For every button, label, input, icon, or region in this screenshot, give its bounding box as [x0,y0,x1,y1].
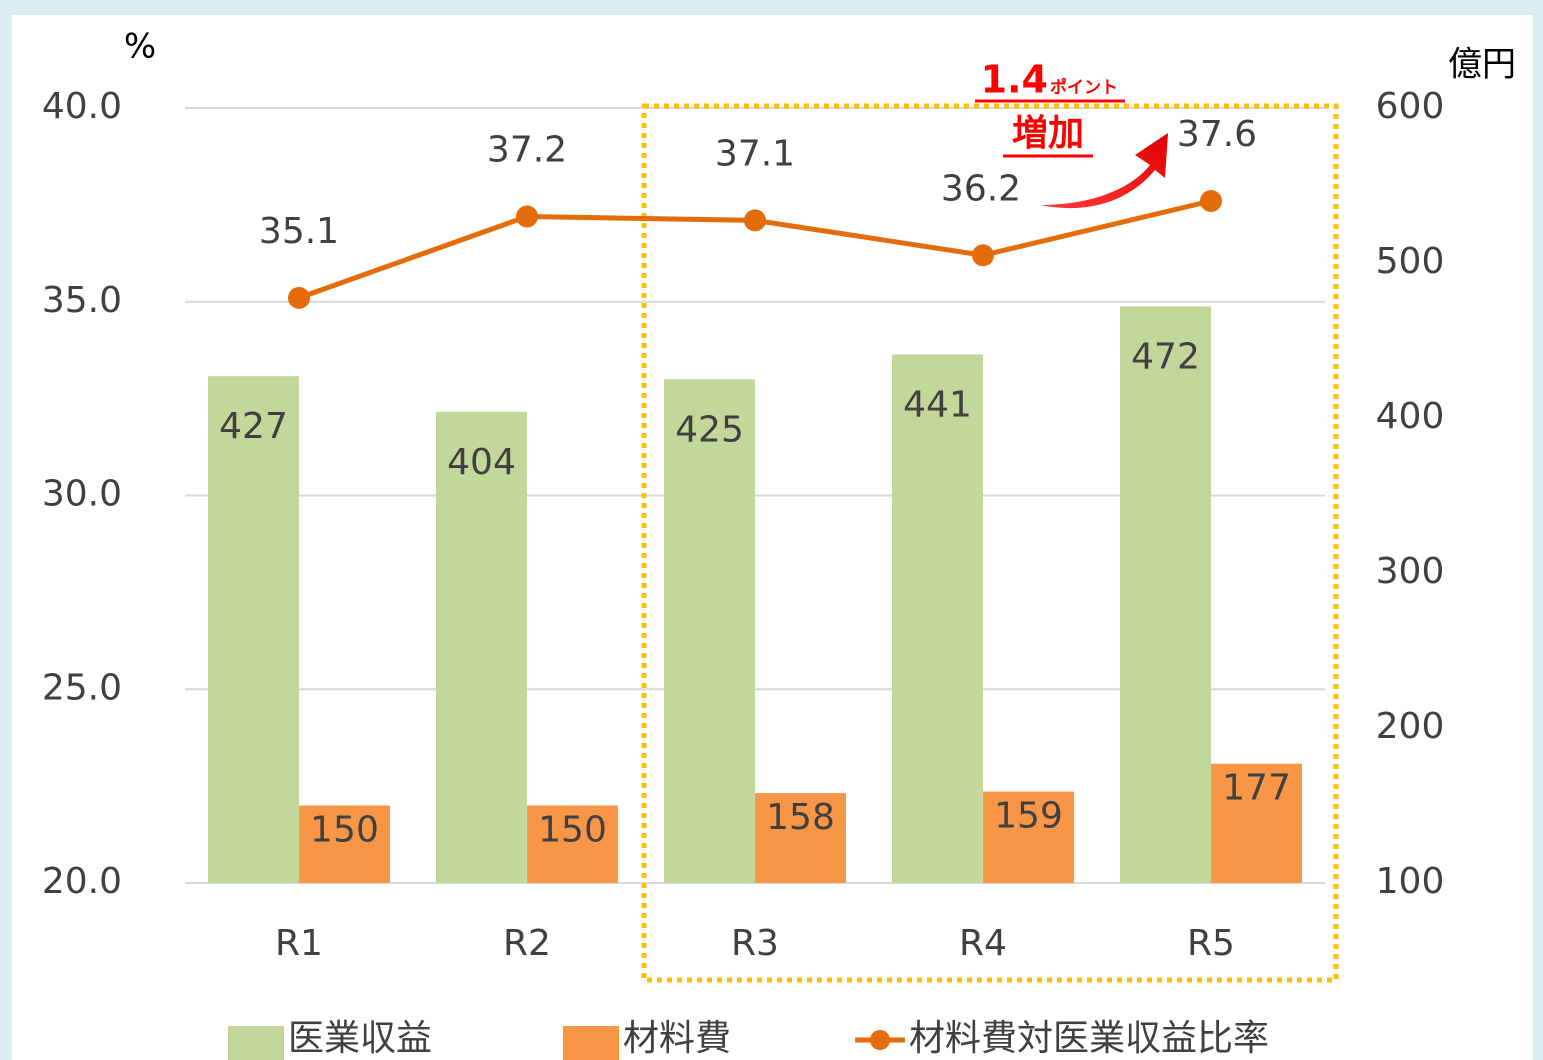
data-label: 427 [219,406,288,447]
data-label: 150 [538,810,607,851]
bar [299,805,390,883]
bar [436,411,527,883]
data-label: 150 [310,810,379,851]
highlight-box [641,103,1339,983]
line-marker [972,244,994,267]
y-tick-label: 20.0 [42,861,122,902]
legend-swatch [228,1026,284,1060]
data-label: 404 [447,442,516,483]
x-tick-label: R3 [731,923,779,964]
legend-label: 材料費 [623,1018,731,1059]
bar [664,379,755,883]
data-label: 177 [1222,768,1291,809]
bar [755,793,846,883]
bar [983,791,1074,883]
legend-label: 医業収益 [288,1018,432,1059]
x-tick-label: R5 [1187,923,1235,964]
annotation: 増加 [1012,113,1084,154]
y2-tick-label: 400 [1376,396,1445,437]
data-label: 472 [1131,336,1200,377]
data-label: 35.1 [259,211,339,252]
data-label: 441 [903,384,972,425]
annotation: ポイント [1050,77,1118,98]
line-marker [516,205,538,228]
data-label: 159 [994,796,1063,837]
data-label: 37.1 [715,133,795,174]
y2-tick-label: 600 [1376,86,1445,127]
legend-label: 材料費対医業収益比率 [909,1018,1269,1059]
data-label: 37.2 [487,130,567,171]
y2-tick-label: 300 [1376,551,1445,592]
y-tick-label: 25.0 [42,667,122,708]
annotation: 1.4 [981,58,1048,102]
y2-axis-label: 億円 [1448,45,1516,85]
bar [1211,763,1302,883]
legend-swatch [563,1026,619,1060]
x-tick-label: R1 [275,923,323,964]
y-tick-label: 35.0 [42,280,122,321]
line-marker [288,286,310,309]
data-label: 36.2 [941,168,1021,209]
legend-marker [870,1030,890,1050]
data-label: 37.6 [1177,114,1257,155]
bar [1120,306,1211,883]
bar [892,354,983,883]
y2-tick-label: 200 [1376,706,1445,747]
y-tick-label: 40.0 [42,86,122,127]
x-tick-label: R4 [959,923,1007,964]
bar [208,376,299,883]
data-label: 425 [675,409,744,450]
line-marker [744,209,766,232]
bar [527,805,618,883]
y2-tick-label: 500 [1376,241,1445,282]
data-label: 158 [766,797,835,838]
y-tick-label: 30.0 [42,474,122,515]
y-axis-label: % [124,27,156,67]
line-marker [1200,190,1222,212]
x-tick-label: R2 [503,923,551,964]
y2-tick-label: 100 [1376,861,1445,902]
